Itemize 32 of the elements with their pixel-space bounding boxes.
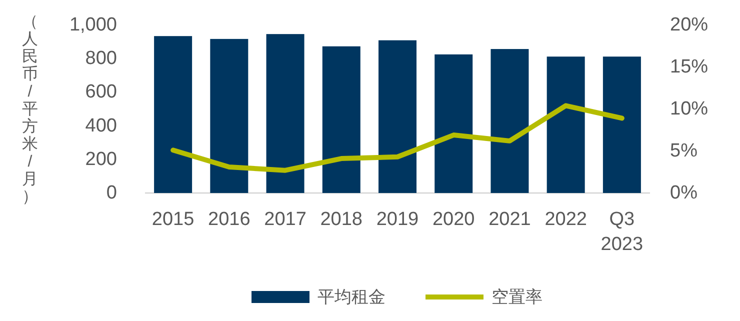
x-tick-label: 2017 bbox=[264, 209, 306, 230]
x-tick-label: 2015 bbox=[152, 209, 194, 230]
bar bbox=[210, 38, 248, 193]
y-tick-label: 0 bbox=[106, 182, 117, 204]
y-tick-label: 400 bbox=[85, 115, 117, 136]
x-tick-label: 2019 bbox=[376, 209, 419, 230]
bar bbox=[154, 36, 192, 193]
y2-tick-label: 0% bbox=[670, 182, 698, 204]
bar bbox=[266, 34, 304, 193]
y2-tick-label: 10% bbox=[670, 98, 708, 120]
y2-tick-label: 5% bbox=[670, 140, 698, 162]
y2-tick-label: 15% bbox=[670, 56, 708, 78]
legend-label: 空置率 bbox=[492, 288, 542, 306]
bar bbox=[602, 56, 641, 193]
y2-tick-label: 20% bbox=[670, 14, 708, 36]
bar bbox=[434, 54, 473, 193]
x-tick-label: 2016 bbox=[208, 209, 250, 230]
legend-label: 平均租金 bbox=[318, 288, 386, 306]
y-tick-label: 600 bbox=[85, 82, 117, 103]
x-tick-label: 2021 bbox=[488, 209, 531, 230]
bar bbox=[490, 49, 529, 193]
y-tick-label: 800 bbox=[85, 48, 117, 70]
x-tick-label: 2020 bbox=[432, 209, 475, 230]
bar bbox=[378, 40, 416, 193]
bar bbox=[546, 56, 585, 193]
y-tick-label: 1,000 bbox=[69, 14, 117, 36]
y-tick-label: 200 bbox=[85, 148, 117, 170]
bar bbox=[322, 46, 360, 193]
text: （人民币/平方米/月） bbox=[22, 13, 38, 205]
x-tick-label: 2018 bbox=[320, 209, 363, 230]
x-tick-label: Q3 2023 bbox=[600, 209, 644, 255]
x-tick-label: 2022 bbox=[544, 209, 587, 230]
